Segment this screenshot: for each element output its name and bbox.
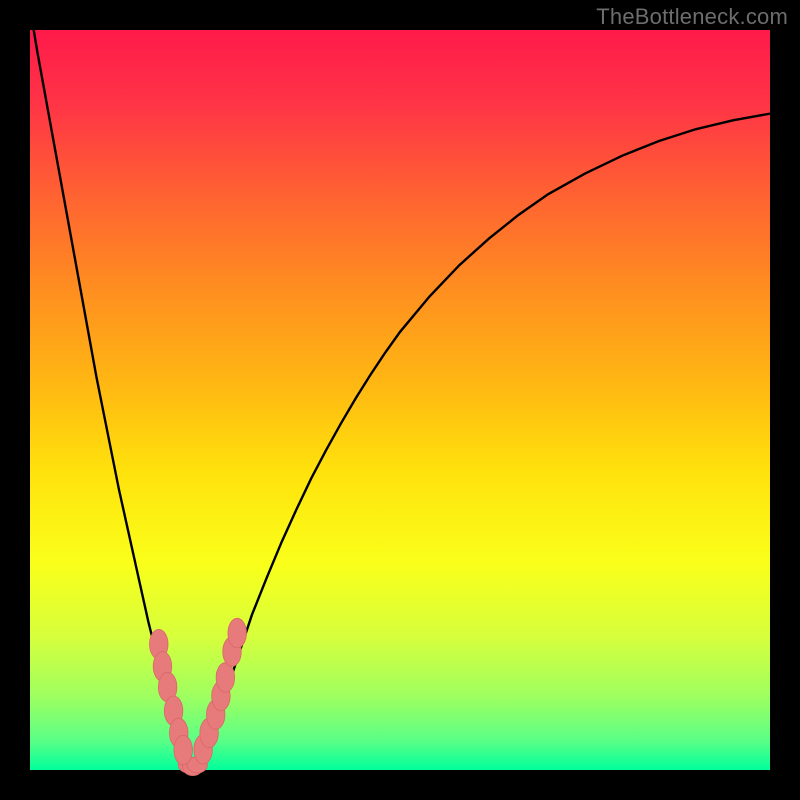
marker-point <box>216 663 235 693</box>
marker-point <box>228 618 247 648</box>
marker-point <box>174 735 193 765</box>
watermark-text: TheBottleneck.com <box>596 4 788 30</box>
chart-container: TheBottleneck.com <box>0 0 800 800</box>
bottleneck-chart-svg <box>0 0 800 800</box>
